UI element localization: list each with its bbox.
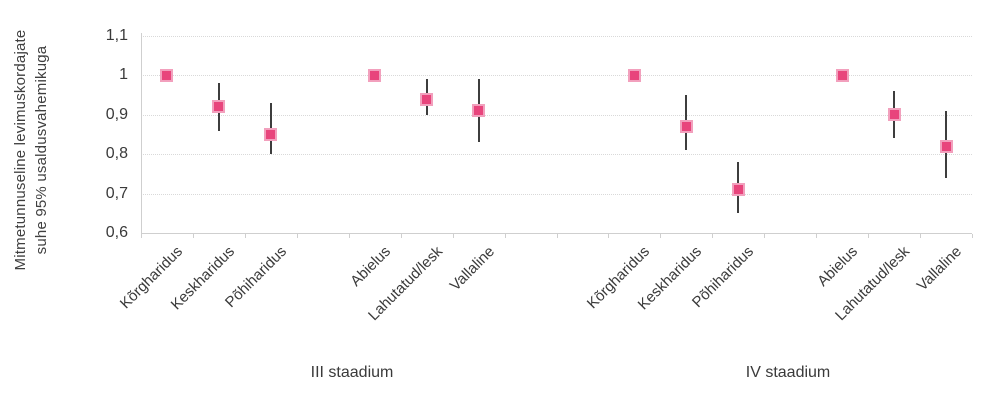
group-label: III staadium: [310, 364, 394, 381]
data-point-marker: [368, 68, 382, 82]
category-label: Vallaline: [913, 243, 966, 295]
gridline: [141, 154, 972, 156]
x-tick-mark: [141, 234, 142, 238]
category-label: Abielus: [346, 243, 394, 290]
x-tick-mark: [660, 234, 662, 238]
x-tick-mark: [296, 234, 298, 238]
data-point-marker: [160, 68, 174, 82]
data-point-marker: [835, 68, 849, 82]
x-tick-mark: [244, 234, 246, 238]
x-axis-line: [141, 233, 972, 234]
data-point-marker: [939, 139, 953, 153]
y-tick-label: 1: [119, 66, 128, 84]
x-tick-mark: [972, 234, 973, 238]
x-tick-mark: [452, 234, 454, 238]
x-tick-mark: [504, 234, 506, 238]
data-point-marker: [627, 68, 641, 82]
x-tick-mark: [816, 234, 818, 238]
category-label: Abielus: [814, 243, 862, 290]
x-tick-mark: [764, 234, 766, 238]
data-point-marker: [264, 128, 278, 141]
data-point-marker: [679, 120, 693, 134]
x-tick-mark: [348, 234, 350, 238]
x-tick-mark: [192, 234, 194, 238]
y-axis-title-line1: Mitmetunnuseline levimuskordajate: [12, 29, 29, 271]
y-axis-title-line2: suhe 95% usaldusvahemikuga: [33, 45, 50, 255]
y-axis-line: [141, 33, 142, 233]
data-point-marker: [212, 100, 226, 114]
data-point-marker: [420, 92, 434, 106]
y-tick-label: 1,1: [105, 27, 128, 44]
group-label: IV staadium: [745, 364, 831, 381]
y-axis-title: Mitmetunnuseline levimuskordajate suhe 9…: [10, 0, 52, 300]
gridline: [141, 193, 972, 195]
x-tick-mark: [400, 234, 402, 238]
x-tick-mark: [920, 234, 922, 238]
y-tick-label: 0,7: [105, 184, 128, 202]
y-tick-label: 0,6: [105, 224, 128, 241]
data-point-marker: [731, 183, 745, 197]
data-point-marker: [472, 104, 486, 118]
gridline: [141, 114, 972, 116]
y-tick-label: 0,9: [105, 105, 128, 123]
x-tick-mark: [556, 234, 558, 238]
x-tick-mark: [868, 234, 870, 238]
gridline: [141, 36, 972, 37]
x-tick-mark: [608, 234, 610, 238]
y-tick-label: 0,8: [105, 145, 128, 163]
data-point-marker: [887, 108, 901, 122]
x-tick-mark: [712, 234, 714, 238]
category-label: Vallaline: [446, 243, 498, 295]
gridline: [141, 75, 972, 77]
